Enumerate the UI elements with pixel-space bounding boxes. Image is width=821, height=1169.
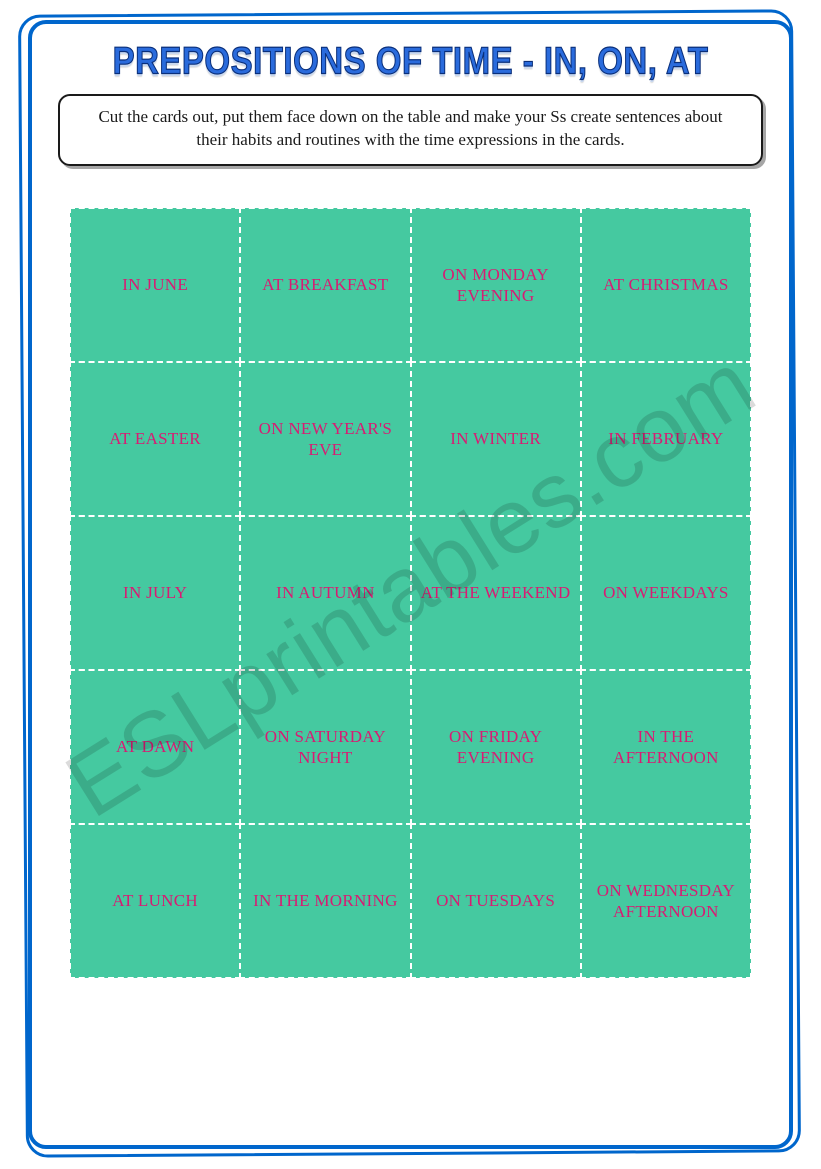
card-text: AT BREAKFAST — [262, 274, 388, 295]
card: IN THE MORNING — [239, 823, 411, 979]
card-text: ON WEDNESDAY AFTERNOON — [590, 880, 742, 923]
card: AT THE WEEKEND — [410, 515, 582, 671]
card-text: IN THE MORNING — [253, 890, 398, 911]
card-text: ON NEW YEAR'S EVE — [249, 418, 401, 461]
card-text: IN JULY — [123, 582, 187, 603]
card-text: ON TUESDAYS — [436, 890, 555, 911]
instructions-box: Cut the cards out, put them face down on… — [58, 94, 763, 166]
card-grid: IN JUNE AT BREAKFAST ON MONDAY EVENING A… — [70, 208, 751, 978]
card: ON NEW YEAR'S EVE — [239, 361, 411, 517]
card: IN JUNE — [69, 207, 241, 363]
page-content: PREPOSITIONS OF TIME - IN, ON, AT Cut th… — [56, 42, 765, 1121]
card-text: ON WEEKDAYS — [603, 582, 729, 603]
card-text: AT LUNCH — [112, 890, 198, 911]
card: ON FRIDAY EVENING — [410, 669, 582, 825]
card: IN THE AFTERNOON — [580, 669, 752, 825]
card: ON WEEKDAYS — [580, 515, 752, 671]
card: ON SATURDAY NIGHT — [239, 669, 411, 825]
card-text: AT THE WEEKEND — [421, 582, 571, 603]
worksheet-frame: PREPOSITIONS OF TIME - IN, ON, AT Cut th… — [28, 20, 793, 1149]
card-text: AT DAWN — [116, 736, 194, 757]
card: AT EASTER — [69, 361, 241, 517]
card-text: IN JUNE — [122, 274, 188, 295]
instructions-text: Cut the cards out, put them face down on… — [82, 106, 739, 152]
card: IN JULY — [69, 515, 241, 671]
card-text: ON MONDAY EVENING — [420, 264, 572, 307]
card: IN AUTUMN — [239, 515, 411, 671]
card: AT CHRISTMAS — [580, 207, 752, 363]
card: IN WINTER — [410, 361, 582, 517]
card: ON MONDAY EVENING — [410, 207, 582, 363]
card-text: AT CHRISTMAS — [603, 274, 729, 295]
card: AT LUNCH — [69, 823, 241, 979]
card-text: IN FEBRUARY — [608, 428, 723, 449]
card-text: ON FRIDAY EVENING — [420, 726, 572, 769]
card-text: IN THE AFTERNOON — [590, 726, 742, 769]
card: AT BREAKFAST — [239, 207, 411, 363]
card-text: IN AUTUMN — [276, 582, 375, 603]
card-text: ON SATURDAY NIGHT — [249, 726, 401, 769]
card: IN FEBRUARY — [580, 361, 752, 517]
card-text: IN WINTER — [450, 428, 541, 449]
card-text: AT EASTER — [109, 428, 201, 449]
card: ON TUESDAYS — [410, 823, 582, 979]
card: ON WEDNESDAY AFTERNOON — [580, 823, 752, 979]
page-title: PREPOSITIONS OF TIME - IN, ON, AT — [56, 39, 765, 83]
card: AT DAWN — [69, 669, 241, 825]
